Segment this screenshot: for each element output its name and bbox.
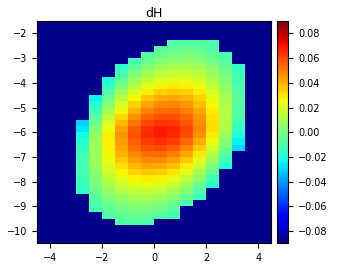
Title: dH: dH — [146, 7, 163, 20]
